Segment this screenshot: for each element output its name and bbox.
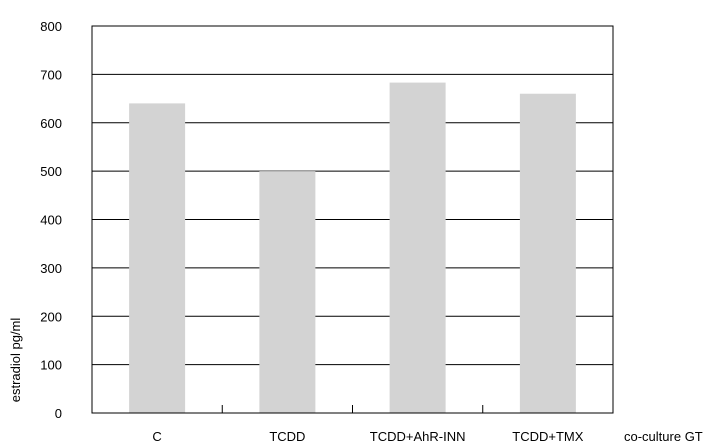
y-tick-label: 0 <box>55 406 62 421</box>
bar <box>519 93 576 413</box>
y-tick-label: 300 <box>40 261 62 276</box>
x-axis <box>92 405 613 414</box>
bar <box>259 171 316 413</box>
x-tick-label: C <box>152 429 161 444</box>
bar <box>129 103 186 414</box>
x-tick-label: TCDD+AhR-INN <box>370 429 466 444</box>
y-tick-labels: 0 100 200 300 400 500 600 700 800 <box>40 19 62 421</box>
y-tick-label: 500 <box>40 164 62 179</box>
y-tick-label: 600 <box>40 116 62 131</box>
x-tick-label: TCDD+TMX <box>512 429 583 444</box>
y-tick-label: 400 <box>40 213 62 228</box>
bar <box>389 82 446 413</box>
x-tick-label: TCDD <box>269 429 305 444</box>
bars <box>129 82 576 414</box>
y-tick-label: 100 <box>40 358 62 373</box>
y-tick-label: 200 <box>40 309 62 324</box>
x-axis-label: co-culture GT <box>624 429 703 444</box>
y-tick-label: 700 <box>40 67 62 82</box>
x-tick-labels: C TCDD TCDD+AhR-INN TCDD+TMX <box>152 429 583 444</box>
y-axis-label: estradiol pg/ml <box>8 318 23 403</box>
y-tick-label: 800 <box>40 19 62 34</box>
